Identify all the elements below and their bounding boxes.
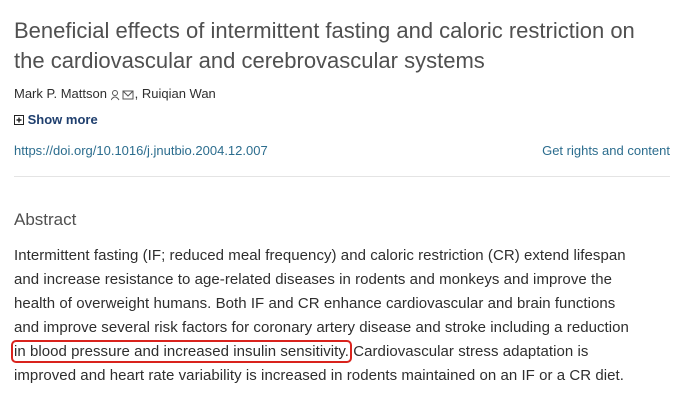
author-icons bbox=[110, 89, 134, 100]
divider bbox=[14, 176, 670, 177]
abstract-heading: Abstract bbox=[14, 210, 77, 229]
show-more[interactable]: Show more bbox=[14, 111, 98, 129]
title-line: Beneficial effects of intermittent fasti… bbox=[14, 18, 635, 43]
abstract-line: Intermittent fasting (IF; reduced meal f… bbox=[14, 247, 626, 264]
abstract-line: in blood pressure and increased insulin … bbox=[10, 340, 589, 364]
abstract-line: improved and heart rate variability is i… bbox=[14, 367, 624, 384]
doi-link[interactable]: https://doi.org/10.1016/j.jnutbio.2004.1… bbox=[14, 143, 268, 158]
plus-icon bbox=[14, 115, 24, 125]
show-more-text[interactable]: Show more bbox=[27, 112, 98, 127]
author[interactable]: Mark P. Mattson bbox=[14, 86, 107, 101]
author[interactable]: Ruiqian Wan bbox=[141, 86, 216, 101]
abstract-line: and improve several risk factors for cor… bbox=[14, 319, 629, 336]
highlight-box: in blood pressure and increased insulin … bbox=[10, 340, 353, 363]
rights-link[interactable]: Get rights and content bbox=[542, 143, 670, 158]
abstract-text: Cardiovascular stress adaptation is bbox=[349, 343, 589, 360]
authors: Mark P. Mattson , Ruiqian Wan bbox=[14, 86, 216, 101]
title-line: the cardiovascular and cerebrovascular s… bbox=[14, 48, 485, 73]
abstract-line: health of overweight humans. Both IF and… bbox=[14, 295, 616, 312]
abstract-line: and increase resistance to age-related d… bbox=[14, 271, 612, 288]
